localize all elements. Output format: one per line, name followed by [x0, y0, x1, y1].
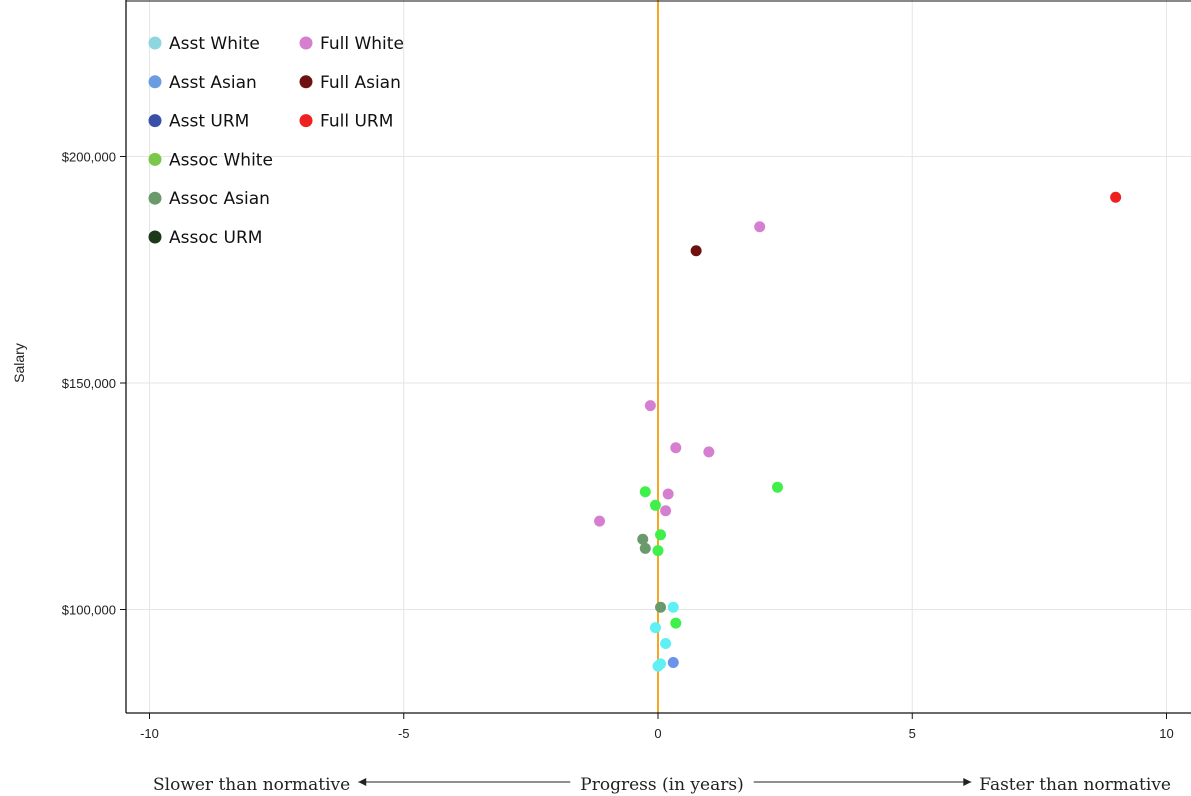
legend-label-asst-urm: Asst URM: [169, 112, 249, 132]
point-full-white: [670, 442, 682, 454]
point-assoc-asian: [637, 533, 649, 545]
legend-label-full-urm: Full URM: [320, 112, 393, 132]
arrow-left-head: [358, 778, 367, 786]
legend-marker-assoc-asian: [148, 191, 162, 205]
legend: Asst White Asst Asian Asst URM Assoc White A…: [148, 34, 404, 248]
y-tick-label: $150,000: [62, 376, 116, 391]
point-assoc-white: [655, 529, 667, 541]
legend-label-assoc-white: Assoc White: [169, 150, 273, 170]
x-caption: Slower than normative Progress (in years…: [153, 775, 1171, 795]
x-tick-label: 5: [909, 726, 916, 741]
legend-marker-asst-asian: [148, 75, 162, 89]
point-assoc-asian: [655, 601, 667, 613]
y-tick-label: $200,000: [62, 150, 116, 165]
point-asst-white: [652, 660, 664, 672]
axes-layer: -10 -5 0 5 10 $100,000 $150,000 $200,000 Salary: [11, 0, 1191, 741]
legend-label-full-white: Full White: [320, 34, 404, 54]
legend-label-assoc-asian: Assoc Asian: [169, 189, 270, 209]
legend-label-full-asian: Full Asian: [320, 73, 401, 93]
x-caption-faster: Faster than normative: [979, 775, 1171, 795]
point-assoc-white: [670, 617, 682, 629]
point-full-white: [644, 400, 656, 412]
point-full-white: [662, 488, 674, 500]
point-full-urm: [1110, 191, 1122, 203]
point-asst-white: [649, 622, 661, 634]
legend-marker-asst-white: [148, 36, 162, 50]
point-full-white: [594, 515, 606, 527]
legend-marker-full-white: [299, 36, 313, 50]
legend-marker-assoc-white: [148, 152, 162, 166]
point-assoc-white: [639, 486, 651, 498]
point-full-white: [754, 221, 766, 233]
point-full-white: [703, 446, 715, 458]
point-asst-white: [660, 637, 672, 649]
x-tick-label: 0: [654, 726, 661, 741]
point-asst-asian: [667, 657, 679, 669]
y-axis-title: Salary: [11, 343, 27, 383]
point-asst-white: [667, 601, 679, 613]
legend-marker-full-asian: [299, 75, 313, 89]
point-full-asian: [690, 245, 702, 257]
point-assoc-asian: [639, 542, 651, 554]
y-tick-label: $100,000: [62, 603, 116, 618]
x-tick-label: -5: [398, 726, 410, 741]
point-assoc-white: [649, 499, 661, 511]
x-axis-title: Progress (in years): [580, 775, 743, 795]
legend-marker-full-urm: [299, 114, 313, 128]
legend-label-assoc-urm: Assoc URM: [169, 228, 262, 248]
point-assoc-white: [771, 481, 783, 493]
legend-marker-assoc-urm: [148, 230, 162, 244]
x-tick-label: -10: [140, 726, 159, 741]
x-caption-slower: Slower than normative: [153, 775, 350, 795]
point-full-white: [660, 505, 672, 517]
arrow-right-head: [963, 778, 972, 786]
legend-marker-asst-urm: [148, 114, 162, 128]
points-layer: [594, 191, 1122, 672]
legend-label-asst-white: Asst White: [169, 34, 260, 54]
point-assoc-white: [652, 545, 664, 557]
x-tick-label: 10: [1159, 726, 1173, 741]
legend-label-asst-asian: Asst Asian: [169, 73, 257, 93]
